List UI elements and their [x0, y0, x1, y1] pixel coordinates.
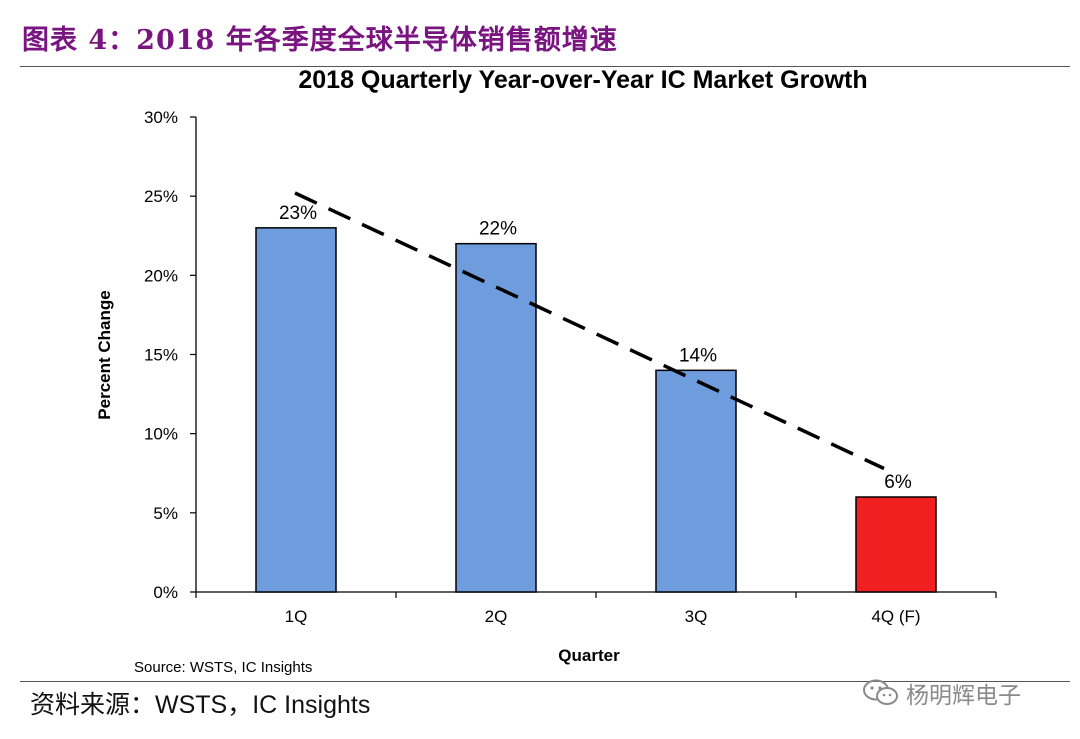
- y-tick-label: 10%: [144, 425, 178, 444]
- y-tick-label: 20%: [144, 266, 178, 285]
- category-label: 3Q: [685, 607, 708, 626]
- y-tick-label: 0%: [153, 583, 178, 602]
- y-tick-label: 25%: [144, 187, 178, 206]
- bar-1: [255, 227, 337, 593]
- y-tick-label: 30%: [144, 108, 178, 127]
- chart-title: 2018 Quarterly Year-over-Year IC Market …: [298, 66, 867, 94]
- figure-heading: 图表 4：2018 年各季度全球半导体销售额增速: [22, 25, 618, 56]
- category-label: 1Q: [285, 607, 308, 626]
- trend-line: [294, 191, 885, 471]
- source-note: 资料来源：WSTS，IC Insights: [30, 691, 371, 719]
- bar-value-label: 14%: [679, 345, 717, 366]
- bar-3: [655, 369, 737, 593]
- x-axis-title: Quarter: [558, 646, 620, 665]
- y-tick-label: 5%: [153, 504, 178, 523]
- plot-area: 0% 5% 10% 15% 20% 25% 30% 23% 1Q 22% 2Q 14% 3Q 6% 4Q (…: [144, 108, 997, 626]
- wechat-icon: [863, 679, 898, 705]
- category-label: 4Q (F): [871, 607, 920, 626]
- y-tick-label: 15%: [144, 346, 178, 365]
- bar-value-label: 22%: [479, 219, 517, 240]
- bar-2: [455, 242, 537, 593]
- watermark: 杨明辉电子: [862, 676, 1021, 710]
- top-rule: [20, 66, 1070, 67]
- chart-source-note: Source: WSTS, IC Insights: [134, 659, 312, 676]
- bar-4: [855, 496, 937, 593]
- bottom-rule: [20, 681, 1070, 682]
- bar-value-label: 23%: [279, 203, 317, 224]
- bar-chart: 2018 Quarterly Year-over-Year IC Market …: [95, 66, 997, 676]
- bar-value-label: 6%: [884, 472, 912, 493]
- watermark-label: 杨明辉电子: [906, 683, 1021, 709]
- category-label: 2Q: [485, 607, 508, 626]
- y-axis-title: Percent Change: [95, 290, 114, 419]
